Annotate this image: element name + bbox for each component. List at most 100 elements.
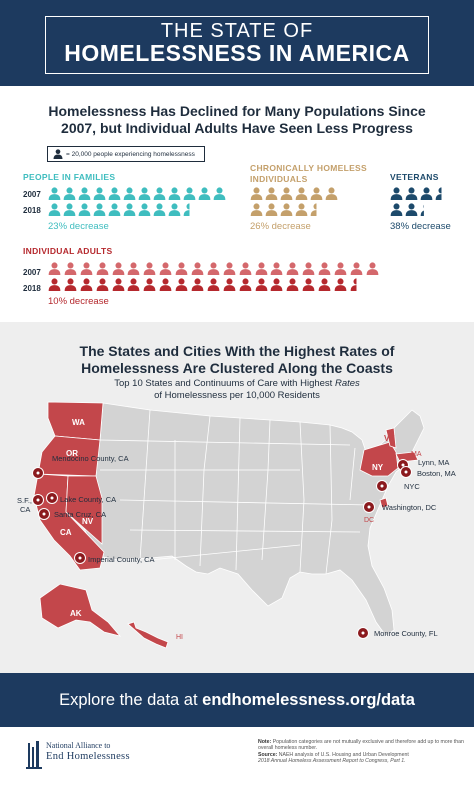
naeh-logo[interactable]: National Alliance to End Homelessness: [26, 737, 206, 773]
state-label-ma: MA: [411, 451, 422, 458]
state-label-vt: VT: [384, 434, 394, 443]
person-icon: [159, 278, 172, 291]
person-icon: [175, 278, 188, 291]
chronic-label-line1: CHRONICALLY HOMELESS: [250, 163, 367, 173]
section1-title: Homelessness Has Declined for Many Popul…: [0, 103, 474, 137]
header-frame: [45, 16, 429, 74]
chronic-decrease: 26% decrease: [250, 221, 311, 232]
veterans-decrease: 38% decrease: [390, 221, 451, 232]
person-icon: [168, 203, 181, 216]
person-icon: [207, 262, 220, 275]
person-icon: [112, 262, 124, 275]
person-icon: [138, 203, 151, 216]
person-icon: [223, 278, 236, 291]
person-icon: [153, 203, 166, 216]
person-icon: [302, 262, 315, 275]
state-label-ca: CA: [60, 528, 72, 537]
person-icon: [295, 187, 308, 200]
families-decrease: 23% decrease: [48, 221, 109, 232]
individuals-label: INDIVIDUAL ADULTS: [23, 246, 113, 256]
person-icon: [138, 187, 151, 200]
section1-title-line1: Homelessness Has Declined for Many Popul…: [48, 103, 426, 119]
person-icon: [435, 187, 442, 200]
person-icon: [64, 278, 77, 291]
state-dc: [379, 497, 389, 509]
note-label: Note:: [258, 739, 272, 745]
city-label-lynn: Lynn, MA: [418, 458, 449, 467]
footer-banner: Explore the data at endhomelessness.org/…: [0, 673, 474, 727]
state-nevada: [65, 475, 103, 545]
person-icon: [223, 262, 236, 275]
legend: = 20,000 people experiencing homelessnes…: [47, 146, 205, 162]
capitol-icon: [26, 741, 42, 769]
chronic-2007-people: [250, 187, 340, 200]
source-text: NAEH analysis of U.S. Housing and Urban …: [277, 751, 409, 758]
person-icon: [366, 262, 379, 275]
city-label-washington-dc: Washington, DC: [382, 503, 437, 512]
person-icon: [420, 187, 433, 200]
header-title-line2: HOMELESSNESS IN AMERICA: [64, 40, 410, 66]
state-label-wa: WA: [72, 418, 85, 427]
individuals-year-2018: 2018: [23, 284, 41, 293]
state-label-ny: NY: [372, 463, 384, 472]
source-report: 2018 Annual Homeless Assessment Report t…: [258, 758, 406, 765]
person-icon: [250, 203, 263, 216]
veterans-2018-people: [390, 203, 435, 216]
person-icon: [207, 278, 220, 291]
person-icon: [255, 262, 267, 275]
person-icon: [123, 203, 136, 216]
header-title-line1: THE STATE OF: [160, 20, 314, 42]
person-icon: [350, 278, 357, 291]
veterans-label: VETERANS: [390, 172, 439, 182]
person-icon: [250, 187, 263, 200]
person-icon: [295, 203, 308, 216]
person-icon: [53, 149, 63, 159]
person-icon: [63, 187, 76, 200]
person-icon: [159, 262, 172, 275]
families-year-2007: 2007: [23, 190, 41, 199]
person-icon: [108, 203, 121, 216]
person-icon: [78, 203, 91, 216]
veterans-2007-people: [390, 187, 450, 200]
person-icon: [271, 262, 283, 275]
section2-title-line2: Homelessness Are Clustered Along the Coa…: [81, 360, 393, 376]
families-2018-people: [48, 203, 198, 216]
person-icon: [143, 278, 156, 291]
chronic-2018-people: [250, 203, 325, 216]
state-alaska: [39, 583, 122, 637]
person-icon: [310, 203, 317, 216]
city-label-sf-2: CA: [20, 505, 30, 514]
individuals-2007-people: [48, 262, 382, 275]
individuals-2018-people: [48, 278, 366, 291]
individuals-year-2007: 2007: [23, 268, 41, 277]
person-icon: [183, 187, 196, 200]
footer-link[interactable]: endhomelessness.org/data: [202, 691, 415, 709]
person-icon: [128, 278, 140, 291]
logo-line1: National Alliance to: [46, 741, 111, 750]
section2-subtitle-line1: Top 10 States and Continuums of Care wit…: [0, 378, 474, 390]
person-icon: [198, 187, 211, 200]
person-icon: [265, 203, 278, 216]
section2-subtitle: Top 10 States and Continuums of Care wit…: [0, 378, 474, 402]
person-icon: [334, 262, 347, 275]
families-label: PEOPLE IN FAMILIES: [23, 172, 116, 182]
logo-line2: End Homelessness: [46, 751, 130, 762]
families-year-2018: 2018: [23, 206, 41, 215]
individuals-decrease: 10% decrease: [48, 296, 109, 307]
person-icon: [390, 203, 403, 216]
subtitle-text-a: Top 10 States and Continuums of Care wit…: [114, 378, 335, 389]
person-icon: [191, 278, 204, 291]
city-label-boston: Boston, MA: [417, 469, 456, 478]
person-icon: [108, 187, 121, 200]
state-oregon: [37, 435, 101, 477]
city-label-santa-cruz: Santa Cruz, CA: [54, 510, 106, 519]
state-label-nv: NV: [82, 517, 94, 526]
person-icon: [271, 278, 283, 291]
person-icon: [191, 262, 204, 275]
section1-title-line2: 2007, but Individual Adults Have Seen Le…: [61, 120, 413, 136]
person-icon: [318, 278, 331, 291]
city-label-sf-1: S.F.,: [17, 496, 32, 505]
person-icon: [310, 187, 323, 200]
section2-title-line1: The States and Cities With the Highest R…: [79, 343, 395, 359]
subtitle-rates: Rates: [334, 378, 360, 389]
